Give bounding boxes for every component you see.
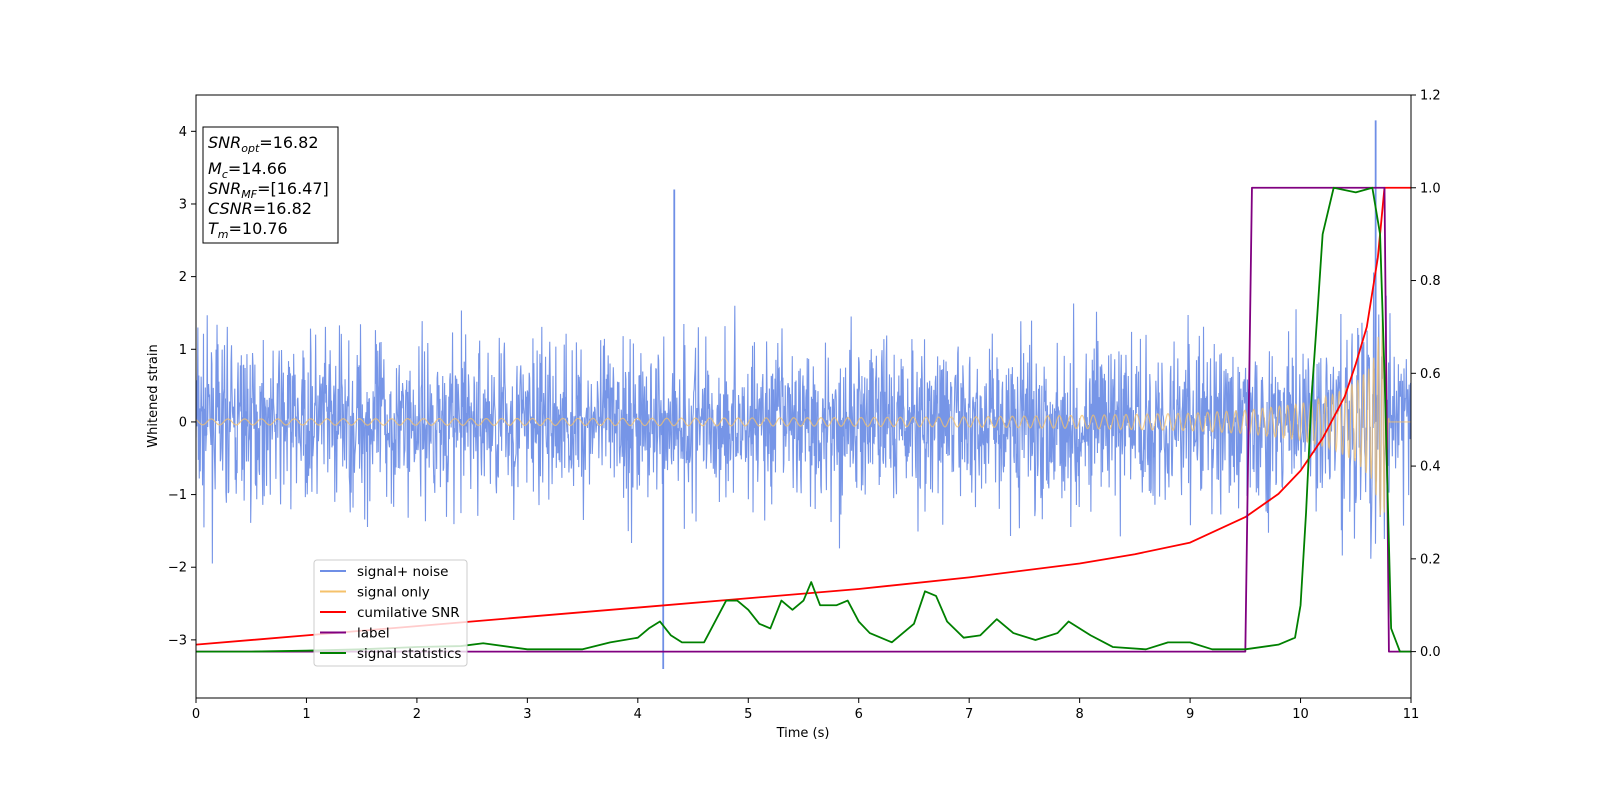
annotation-symbol: M [208,159,222,178]
x-tick-label: 4 [634,707,642,722]
legend-label: label [357,626,390,642]
x-tick-label: 0 [192,707,200,722]
x-tick-label: 10 [1292,707,1309,722]
y-tick-label: 4 [179,125,187,140]
y-tick-label: −1 [168,488,187,503]
stats-annotation-box: SNRopt=16.82Mc=14.66SNRMF=[16.47]CSNR=16… [202,126,339,244]
annotation-line: SNRMF=[16.47] [208,179,329,201]
x-tick-label: 5 [744,707,752,722]
x-tick-label: 7 [965,707,973,722]
y2-tick-label: 1.0 [1420,181,1441,196]
y2-tick-label: 1.2 [1420,89,1441,104]
legend-label: cumilative SNR [357,605,460,621]
annotation-line: SNRopt=16.82 [208,133,319,155]
y-axis-left: −3 −2 −1 0 1 2 3 4 [168,125,196,648]
annotation-subscript: opt [241,142,260,155]
y-axis-right: 0.0 0.2 0.4 0.6 0.8 1.0 1.2 [1411,89,1441,660]
plot-frame [195,94,1412,699]
series-layer [196,120,1411,669]
y-tick-label: 2 [179,270,187,285]
annotation-subscript: MF [241,188,257,201]
y2-tick-label: 0.2 [1420,552,1441,567]
y-tick-label: 3 [179,197,187,212]
annotation-value: =16.82 [253,199,312,218]
x-tick-label: 1 [302,707,310,722]
annotation-subscript: m [218,228,229,241]
x-axis-title: Time (s) [776,726,830,741]
y2-tick-label: 0.8 [1420,274,1441,289]
x-tick-label: 3 [523,707,531,722]
annotation-line: Mc=14.66 [208,159,287,181]
annotation-line: CSNR=16.82 [208,199,312,218]
legend-label: signal only [357,585,430,601]
legend-label: signal+ noise [357,564,448,580]
annotation-symbol: CSNR [208,199,253,218]
annotation-symbol: SNR [208,133,241,152]
series-label [196,186,1411,653]
x-tick-label: 9 [1186,707,1194,722]
x-tick-label: 6 [855,707,863,722]
series-cumulative-snr [196,186,1411,646]
legend: signal+ noise signal only cumilative SNR la… [313,559,468,667]
series-signal-statistics [196,186,1411,653]
x-axis: 0 1 2 3 4 5 6 7 8 9 10 11 [192,698,1419,722]
annotation-value: =10.76 [229,219,288,238]
annotation-value: =[16.47] [257,179,329,198]
y2-tick-label: 0.4 [1420,460,1441,475]
y2-tick-label: 0.0 [1420,645,1441,660]
y-axis-title: Whitened strain [146,344,161,447]
series-signal-noise [196,272,1411,564]
x-tick-label: 11 [1403,707,1420,722]
annotation-value: =14.66 [228,159,287,178]
x-tick-label: 2 [413,707,421,722]
annotation-value: =16.82 [259,133,318,152]
y-tick-label: 1 [179,343,187,358]
annotation-symbol: T [208,219,219,238]
legend-label: signal statistics [357,646,461,662]
annotation-subscript: c [222,168,228,181]
y-tick-label: −3 [168,633,187,648]
annotation-frame [202,126,339,244]
y2-tick-label: 0.6 [1420,367,1441,382]
legend-frame [313,559,468,667]
annotation-line: Tm=10.76 [208,219,288,241]
y-tick-label: −2 [168,561,187,576]
series-signal-only [196,318,1411,516]
annotation-symbol: SNR [208,179,241,198]
y-tick-label: 0 [179,415,187,430]
x-tick-label: 8 [1075,707,1083,722]
